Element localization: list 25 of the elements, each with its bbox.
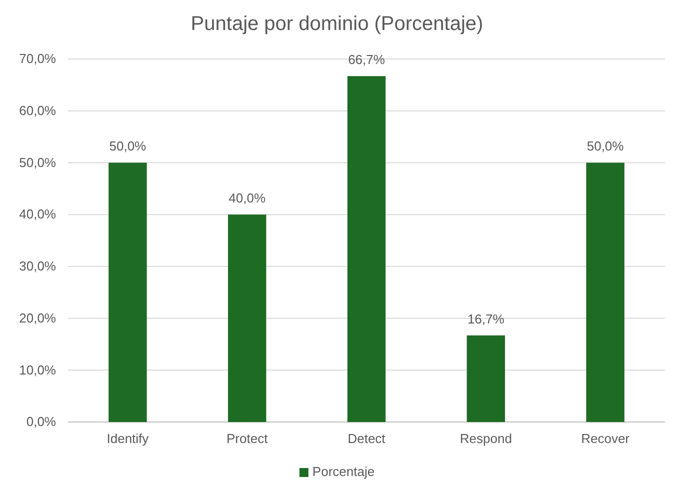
data-label: 40,0% — [228, 190, 266, 206]
bar — [347, 76, 386, 422]
data-label: 16,7% — [467, 311, 505, 326]
x-tick-label: Recover — [581, 431, 630, 446]
x-tick-label: Respond — [460, 431, 512, 446]
y-tick-label: 70,0% — [19, 51, 56, 66]
x-tick-label: Detect — [348, 431, 386, 446]
x-tick-label: Protect — [226, 431, 268, 446]
bar — [108, 162, 147, 422]
data-label: 66,7% — [348, 52, 386, 68]
x-tick-label: Identify — [106, 431, 150, 446]
y-tick-label: 10,0% — [19, 362, 56, 378]
y-tick-label: 50,0% — [19, 154, 56, 170]
y-tick-label: 0,0% — [26, 414, 56, 430]
data-label: 50,0% — [109, 138, 147, 154]
y-tick-label: 60,0% — [19, 103, 56, 118]
legend-label: Porcentaje — [312, 464, 375, 479]
chart-title: Puntaje por dominio (Porcentaje) — [190, 13, 484, 35]
y-tick-label: 30,0% — [19, 258, 56, 274]
bar — [586, 162, 624, 422]
y-tick-label: 20,0% — [19, 310, 56, 326]
bar — [228, 214, 266, 422]
data-label: 50,0% — [586, 138, 624, 154]
y-tick-label: 40,0% — [19, 206, 56, 222]
bar — [466, 335, 506, 422]
